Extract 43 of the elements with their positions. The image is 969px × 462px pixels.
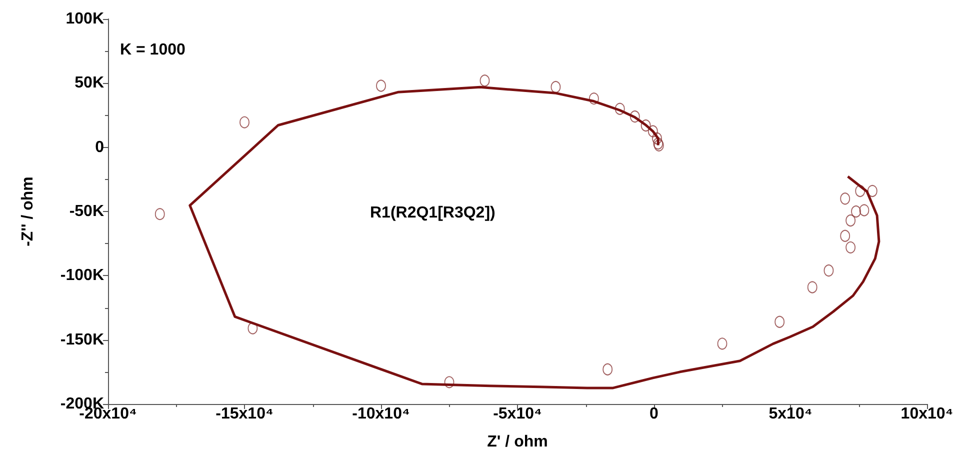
x-axis-title: Z' / ohm [487, 434, 548, 450]
point [774, 316, 785, 328]
y-tick-label: 50K [74, 74, 104, 92]
annotation: K = 1000 [120, 42, 186, 58]
x-tick-label: -10x10⁴ [352, 406, 410, 422]
point [480, 74, 490, 87]
point [867, 184, 878, 197]
point [630, 110, 640, 123]
point [240, 116, 250, 128]
point [824, 264, 834, 277]
x-tick-label: -15x10⁴ [216, 406, 274, 422]
annotation: R1(R2Q1[R3Q2]) [370, 204, 496, 222]
point [846, 214, 856, 226]
point [807, 281, 818, 294]
point [855, 184, 866, 197]
point [851, 206, 862, 218]
x-tick-label: 5x10⁴ [768, 406, 812, 422]
x-tick-label: -5x10⁴ [493, 406, 542, 422]
x-tick-label: 0 [650, 406, 659, 422]
point [846, 241, 856, 254]
point [652, 132, 662, 144]
line-series [188, 86, 880, 390]
point [717, 338, 728, 350]
x-tick-label: 10x10⁴ [900, 406, 954, 422]
y-axis-title: -Z'' / ohm [20, 176, 36, 246]
point [154, 208, 165, 220]
point [444, 376, 454, 388]
y-tick-label: -150K [60, 331, 104, 348]
y-tick-label: -100K [60, 267, 104, 284]
point [248, 322, 258, 334]
point [648, 125, 658, 138]
y-tick-label: 0 [95, 138, 104, 156]
point [840, 230, 850, 242]
point [840, 192, 850, 205]
point [614, 102, 625, 115]
y-tick-label: -50K [69, 203, 104, 220]
point [602, 363, 613, 376]
point [859, 204, 870, 216]
y-tick-label: 100K [66, 10, 104, 28]
point [640, 120, 651, 132]
point [588, 92, 599, 105]
point [376, 80, 386, 92]
point [550, 81, 561, 94]
